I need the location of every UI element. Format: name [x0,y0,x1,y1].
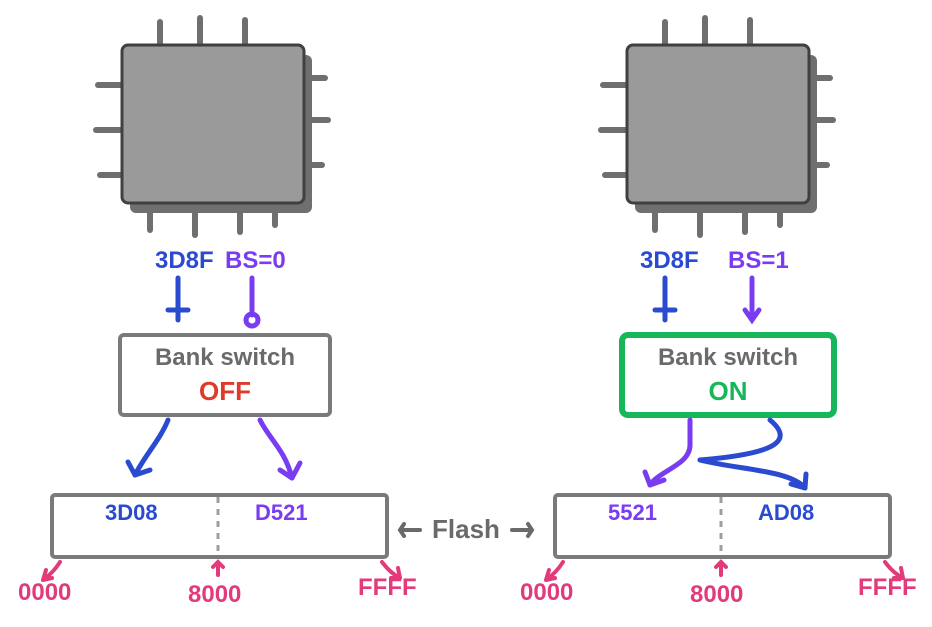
box-title-left: Bank switch [155,344,295,371]
arrow-cross-blue [700,420,806,488]
memory-bar-right: 5521 AD08 [555,495,890,557]
chip-right [601,18,833,235]
box-state-left: OFF [199,376,251,406]
box-state-right: ON [709,376,748,406]
arrow-right-signal-r [745,278,759,320]
arrow-left-signal-r [655,278,675,320]
left-panel: 3D8F BS=0 Bank switch OFF [18,18,417,608]
memory-bar-left: 3D08 D521 [52,495,387,557]
arrow-left-signal [168,278,188,320]
arrow-cross-purple [645,420,690,485]
flash-label-group: Flash [400,514,532,544]
box-title-right: Bank switch [658,344,798,371]
addr-left-value-r: 5521 [608,500,657,525]
signal-right-label-r: BS=1 [728,247,789,274]
bank-switch-box-right: Bank switch ON [622,335,834,415]
arrow-box-to-mem-left [128,420,168,475]
bank-switch-diagram: 3D8F BS=0 Bank switch OFF [0,0,932,627]
arrow-box-to-mem-right [260,420,300,478]
addr-right-value-r: AD08 [758,500,814,525]
mem-start-right: 0000 [520,579,573,606]
arrow-right-signal [246,278,258,326]
right-panel: 3D8F BS=1 Bank switch ON [520,18,917,608]
signal-right-label: BS=0 [225,247,286,274]
chip-left [96,18,328,235]
mem-end-left: FFFF [358,574,417,601]
mem-mid-left: 8000 [188,581,241,608]
signal-left-label-r: 3D8F [640,247,699,274]
signal-left-label: 3D8F [155,247,214,274]
addr-left-value: 3D08 [105,500,158,525]
mem-mid-right: 8000 [690,581,743,608]
flash-label: Flash [432,514,500,544]
addr-right-value: D521 [255,500,308,525]
bank-switch-box-left: Bank switch OFF [120,335,330,415]
mem-end-right: FFFF [858,574,917,601]
mem-start-left: 0000 [18,579,71,606]
